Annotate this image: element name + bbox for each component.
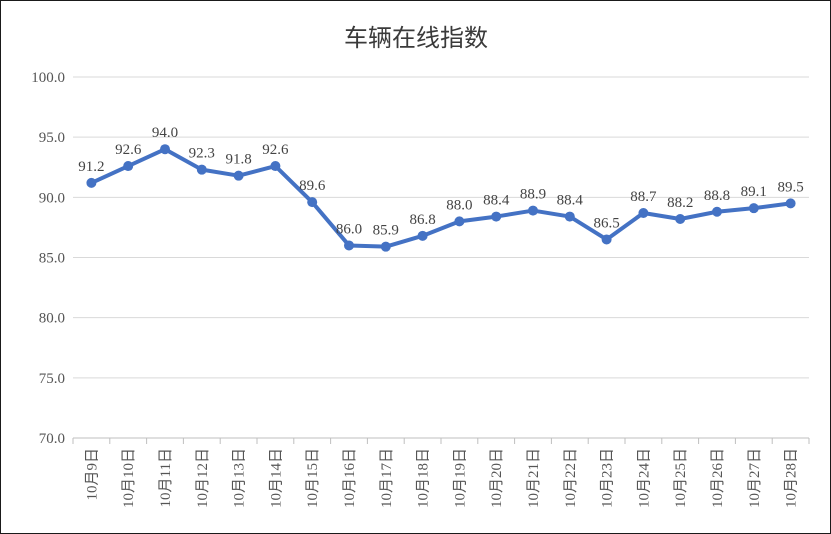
data-point	[564, 211, 575, 222]
gridlines	[73, 76, 809, 439]
y-tick-label: 70.0	[39, 431, 65, 447]
data-point	[491, 211, 502, 222]
data-label: 88.4	[557, 193, 584, 209]
series-line	[89, 147, 793, 249]
data-label: 85.9	[373, 223, 399, 239]
data-label: 88.8	[704, 188, 730, 204]
data-point	[748, 203, 759, 214]
y-tick-label: 85.0	[39, 251, 65, 267]
x-tick-label: 10月13日	[232, 448, 248, 508]
y-tick-label: 95.0	[39, 130, 65, 146]
data-point	[601, 234, 612, 245]
data-label: 86.0	[336, 221, 362, 237]
x-tick-label: 10月22日	[563, 448, 579, 508]
x-tick-label: 10月21日	[526, 448, 542, 508]
x-tick-label: 10月10日	[121, 448, 137, 508]
data-point	[380, 241, 391, 252]
y-axis: 70.0 75.0 80.0 85.0 90.0 95.0 100.0	[31, 70, 65, 447]
data-label: 89.6	[299, 178, 326, 194]
data-label: 88.2	[667, 195, 693, 211]
data-label: 88.9	[520, 187, 546, 203]
x-tick-label: 10月9日	[84, 448, 100, 501]
y-tick-label: 90.0	[39, 190, 65, 206]
data-labels: 91.2 92.6 94.0 92.3 91.8 92.6 89.6 86.0 85.9 86.8…	[78, 125, 803, 238]
data-point	[196, 164, 207, 175]
data-label: 91.2	[78, 159, 104, 175]
x-tick-label: 10月28日	[784, 448, 800, 508]
x-tick-label: 10月14日	[268, 448, 284, 508]
chart-title: 车辆在线指数	[344, 24, 488, 52]
data-label: 86.5	[593, 215, 619, 231]
data-label: 92.3	[189, 146, 215, 162]
y-tick-label: 75.0	[39, 371, 65, 387]
data-label: 92.6	[115, 142, 142, 158]
data-point	[344, 240, 354, 251]
data-label: 88.0	[446, 197, 472, 213]
x-tick-label: 10月15日	[305, 448, 321, 508]
data-point	[417, 230, 428, 241]
x-tick-label: 10月11日	[158, 448, 174, 507]
y-tick-label: 80.0	[39, 311, 65, 327]
data-label: 91.8	[225, 152, 251, 168]
x-tick-label: 10月12日	[195, 448, 211, 508]
data-label: 92.6	[262, 142, 289, 158]
data-point	[638, 207, 649, 218]
data-point	[123, 161, 134, 172]
x-tick-label: 10月20日	[489, 448, 505, 508]
x-axis: 10月9日 10月10日 10月11日 10月12日 10月13日 10月14日 10月15…	[72, 438, 810, 508]
data-label: 89.1	[741, 184, 767, 200]
series-line-group	[86, 144, 796, 252]
y-tick-label: 100.0	[31, 70, 65, 86]
data-point	[160, 144, 170, 155]
data-point	[712, 206, 722, 217]
x-tick-label: 10月16日	[342, 448, 358, 508]
data-point	[528, 205, 538, 216]
x-tick-label: 10月23日	[600, 448, 616, 508]
x-tick-label: 10月26日	[710, 448, 726, 508]
data-point	[233, 170, 244, 181]
x-tick-label: 10月18日	[416, 448, 432, 508]
x-tick-label: 10月25日	[673, 448, 689, 508]
data-label: 86.8	[409, 212, 435, 228]
data-label: 94.0	[152, 125, 178, 141]
data-point	[86, 177, 97, 188]
x-tick-label: 10月17日	[379, 448, 395, 508]
data-point	[785, 198, 796, 209]
data-label: 88.7	[630, 189, 657, 205]
data-point	[270, 161, 281, 172]
x-tick-label: 10月24日	[636, 448, 652, 508]
data-point	[675, 213, 686, 224]
data-label: 89.5	[777, 179, 803, 195]
x-tick-label: 10月27日	[747, 448, 763, 508]
data-point	[454, 216, 465, 227]
data-point	[307, 197, 318, 208]
x-tick-label: 10月19日	[452, 448, 468, 508]
data-label: 88.4	[483, 193, 510, 209]
